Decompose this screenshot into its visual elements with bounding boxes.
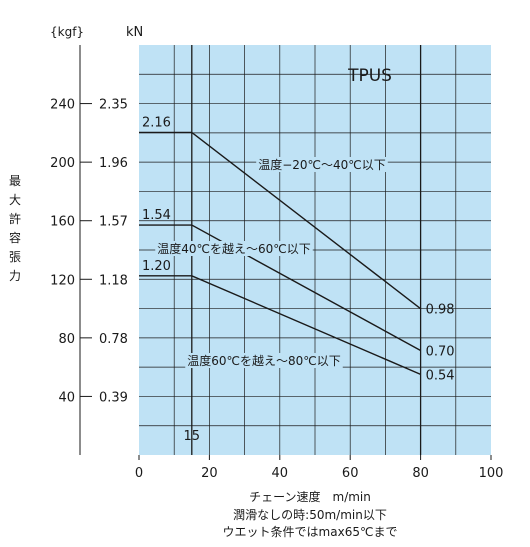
y-axis-label-char: 大 bbox=[8, 193, 21, 207]
y-tick-label-kn: 2.35 bbox=[99, 98, 128, 113]
x-tick-label: 20 bbox=[201, 466, 218, 481]
y-tick-label-kn: 1.18 bbox=[99, 273, 128, 288]
series-start-label: 1.54 bbox=[142, 208, 171, 223]
x-tick-label: 0 bbox=[135, 466, 143, 481]
series-line bbox=[139, 224, 421, 352]
x-axis-label: チェーン速度 m/min bbox=[249, 490, 371, 504]
x-tick-label: 60 bbox=[342, 466, 359, 481]
series-name-label: 温度−20℃〜40℃以下 bbox=[258, 157, 386, 172]
footnote-wet-condition: ウエット条件ではmax65℃まで bbox=[222, 525, 398, 539]
series-line bbox=[139, 275, 421, 376]
x-tick-label: 80 bbox=[412, 466, 429, 481]
y-tick-label-kgf: 40 bbox=[58, 390, 75, 405]
y-unit-kn: kN bbox=[126, 25, 143, 40]
series-start-label: 2.16 bbox=[142, 115, 171, 130]
series-name-label: 温度60℃を越え〜80℃以下 bbox=[187, 353, 341, 368]
series-end-label: 0.98 bbox=[426, 303, 455, 318]
series-name-label: 温度40℃を越え〜60℃以下 bbox=[157, 241, 311, 256]
series-name-label-background bbox=[185, 353, 343, 368]
y-axis-label-char: 最 bbox=[8, 174, 21, 188]
y-tick-label-kn: 1.96 bbox=[99, 156, 128, 171]
footnote-lubrication: 潤滑なしの時:50m/min以下 bbox=[233, 508, 387, 522]
y-axis-label-char: 容 bbox=[8, 231, 21, 245]
x-tick-label: 100 bbox=[479, 466, 504, 481]
x-tick-label: 40 bbox=[272, 466, 289, 481]
y-tick-label-kn: 0.39 bbox=[99, 390, 128, 405]
y-axis-label: 最 大 許 容 張 力 bbox=[6, 172, 24, 286]
y-axis-label-char: 力 bbox=[8, 269, 21, 283]
y-tick-label-kn: 0.78 bbox=[99, 332, 128, 347]
y-tick-label-kgf: 160 bbox=[50, 215, 75, 230]
y-unit-kgf: {kgf} bbox=[50, 25, 84, 39]
series-end-label: 0.54 bbox=[426, 368, 455, 383]
y-axis-label-char: 許 bbox=[8, 212, 21, 226]
y-tick-label-kn: 1.57 bbox=[99, 215, 128, 230]
series-name-label-background bbox=[256, 157, 388, 172]
y-tick-label-kgf: 240 bbox=[50, 98, 75, 113]
chart-title: TPUS bbox=[347, 66, 392, 86]
series-end-label: 0.70 bbox=[426, 344, 455, 359]
series-line bbox=[139, 131, 422, 310]
y-tick-label-kgf: 120 bbox=[50, 273, 75, 288]
y-axis-label-char: 張 bbox=[8, 250, 21, 264]
series-start-label: 1.20 bbox=[142, 259, 171, 274]
y-tick-label-kgf: 200 bbox=[50, 156, 75, 171]
y-tick-label-kgf: 80 bbox=[58, 332, 75, 347]
marker-15-label: 15 bbox=[184, 429, 201, 444]
series-name-label-background bbox=[155, 241, 313, 256]
